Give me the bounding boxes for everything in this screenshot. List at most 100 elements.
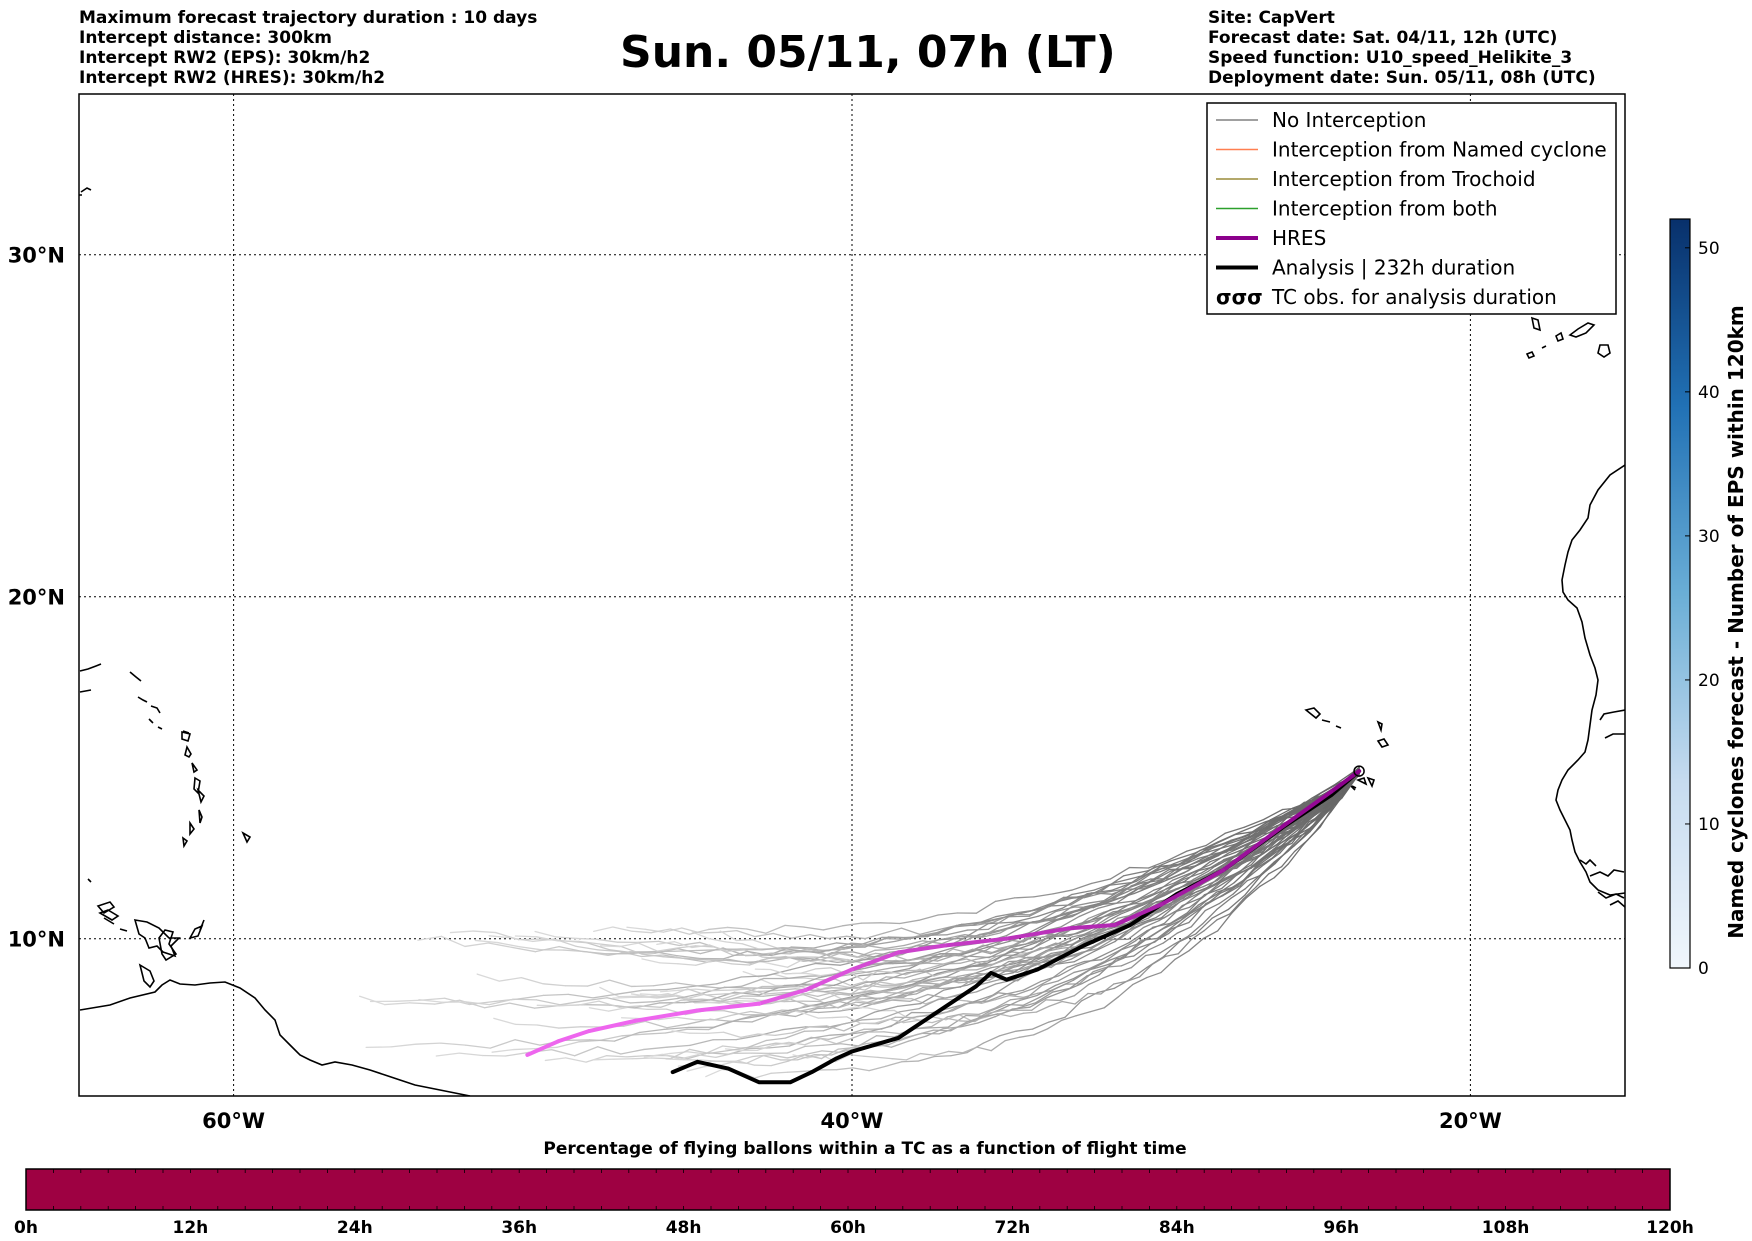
eps-segment [1029,936,1052,944]
eps-segment [999,1030,1017,1037]
eps-segment [954,976,973,979]
eps-segment [838,952,858,958]
eps-segment [1259,877,1275,887]
eps-segment [817,1016,834,1019]
eps-segment [1114,924,1136,943]
intercept-eps-text: Intercept RW2 (EPS): 30km/h2 [79,48,371,68]
eps-segment [440,935,466,948]
intercept-distance-text: Intercept distance: 300km [79,28,332,48]
eps-segment [874,1018,891,1024]
eps-segment [1190,930,1205,941]
hres-segment [942,936,1009,948]
eps-segment [911,952,937,961]
eps-segment [724,941,743,945]
eps-segment [808,1025,828,1028]
eps-segment [1271,831,1290,845]
eps-segment [790,946,815,949]
eps-segment [769,1054,788,1059]
eps-segment [927,993,947,999]
eps-segment [1075,936,1091,948]
eps-segment [1072,968,1091,981]
eps-segment [535,936,559,942]
eps-segment [1052,910,1078,919]
eps-segment [992,981,1014,996]
coastlines [79,187,1625,1096]
eps-segment [842,1006,857,1011]
eps-segment [488,998,514,1006]
eps-segment [982,1035,1001,1044]
eps-segment [1027,921,1052,934]
eps-segment [888,1036,907,1046]
eps-segment [931,1017,947,1024]
eps-segment [1193,855,1219,867]
legend-item-label: TC obs. for analysis duration [1271,285,1557,309]
eps-segment [762,1054,782,1061]
eps-segment [637,942,659,952]
eps-segment [929,953,950,963]
site-text: Site: CapVert [1208,8,1335,28]
eps-segment [1194,865,1216,873]
eps-segment [736,997,755,1000]
eps-segment [884,1061,903,1068]
eps-segment [901,958,921,962]
eps-segment [512,998,538,1001]
eps-segment [939,975,959,985]
eps-segment [981,978,1001,985]
eps-segment [650,928,671,934]
eps-segment [802,993,821,1002]
eps-segment [1111,901,1134,915]
eps-segment [804,1038,822,1046]
eps-segment [1240,821,1266,833]
eps-segment [1033,893,1054,898]
eps-segment [896,993,918,998]
eps-segment [518,994,545,1000]
eps-segment [1229,898,1244,915]
eps-segment [956,972,976,978]
eps-segment [1224,881,1243,895]
eps-segment [1053,958,1073,966]
eps-segment [1118,927,1136,940]
eps-segment [1255,873,1270,888]
eps-segment [1142,920,1160,929]
eps-segment [582,997,608,1002]
eps-segment [1185,873,1209,886]
eps-segment [819,1038,838,1045]
eps-segment [1203,887,1223,896]
eps-segment [1161,919,1182,930]
eps-segment [741,943,760,950]
eps-segment [592,993,619,999]
eps-segment [804,1044,824,1048]
eps-segment [608,949,633,954]
eps-segment [1124,922,1145,933]
colorbar-bottom-tick-label: 48h [666,1218,702,1238]
eps-segment [946,1003,965,1013]
eps-segment [791,1026,811,1034]
eps-segment [921,1032,940,1035]
eps-segment [765,924,786,934]
eps-segment [586,942,611,951]
hres-segment [896,943,947,955]
eps-segment [1146,971,1162,979]
eps-segment [954,948,974,956]
eps-segment [961,962,988,969]
eps-segment [1005,922,1031,937]
eps-segment [464,1044,491,1049]
eps-segment [575,945,599,951]
eps-segment [904,1032,923,1039]
eps-segment [1009,942,1031,949]
eps-segment [713,960,733,965]
eps-segment [1128,930,1148,944]
eps-segment [1113,920,1133,931]
eps-segment [943,962,961,965]
eps-segment [1232,864,1252,876]
eps-segment [770,1071,789,1074]
eps-segment [1016,964,1038,973]
eps-trajectories [359,766,1360,1079]
eps-segment [828,1034,848,1041]
eps-segment [761,956,781,960]
eps-segment [988,947,1011,959]
colorbar-bottom-title: Percentage of flying ballons within a TC… [543,1139,1186,1159]
eps-segment [1018,1034,1035,1038]
eps-segment [1070,919,1093,927]
eps-segment [843,1022,862,1032]
